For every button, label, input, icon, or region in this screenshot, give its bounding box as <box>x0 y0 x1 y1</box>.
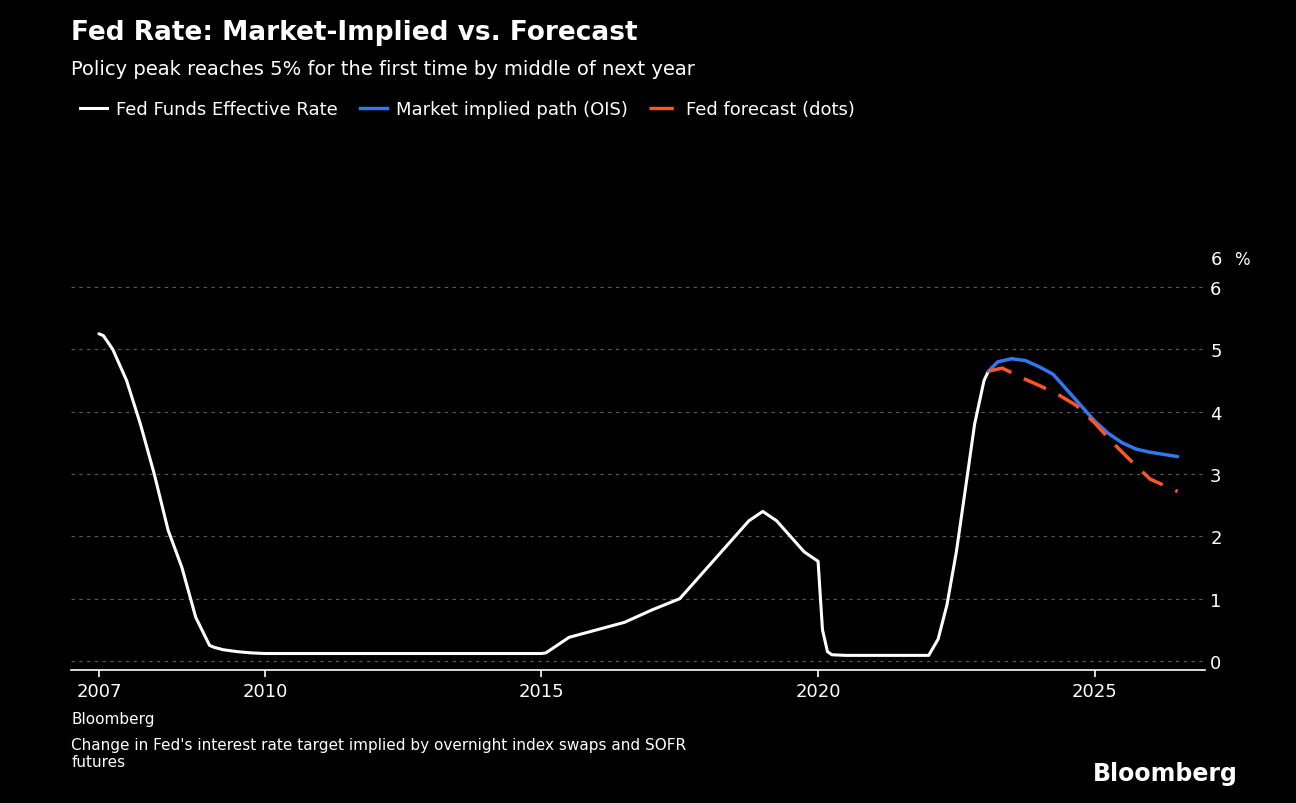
Text: 6: 6 <box>1210 251 1222 269</box>
Text: Bloomberg: Bloomberg <box>71 711 154 726</box>
Text: Change in Fed's interest rate target implied by overnight index swaps and SOFR
f: Change in Fed's interest rate target imp… <box>71 737 687 769</box>
Text: %: % <box>1234 251 1249 269</box>
Text: Policy peak reaches 5% for the first time by middle of next year: Policy peak reaches 5% for the first tim… <box>71 60 695 79</box>
Legend: Fed Funds Effective Rate, Market implied path (OIS), Fed forecast (dots): Fed Funds Effective Rate, Market implied… <box>80 101 854 120</box>
Text: Bloomberg: Bloomberg <box>1093 761 1238 785</box>
Text: Fed Rate: Market-Implied vs. Forecast: Fed Rate: Market-Implied vs. Forecast <box>71 20 638 46</box>
